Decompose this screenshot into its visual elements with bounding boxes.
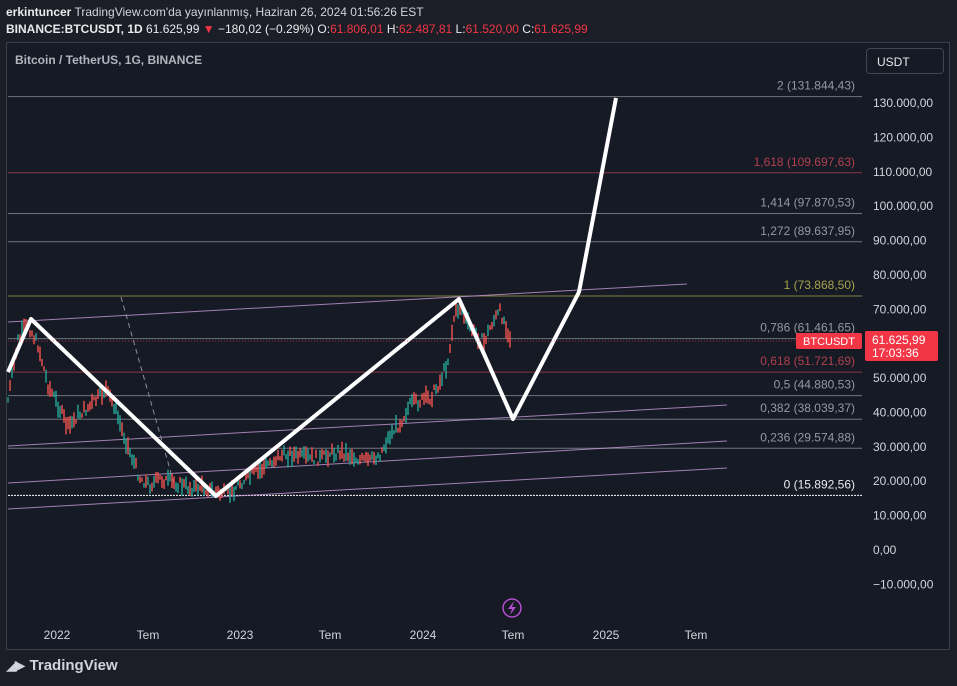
- y-tick-label: 110.000,00: [873, 165, 932, 179]
- low-value: 61.520,00: [465, 22, 519, 36]
- symbol-badge-text: BTCUSDT: [803, 336, 855, 348]
- channel-upper-line: [7, 283, 688, 323]
- y-tick-label: 70.000,00: [873, 302, 927, 316]
- fib-label-6: 0,618 (51.721,69): [760, 354, 855, 368]
- fib-label-1: 1,618 (109.697,63): [754, 155, 855, 169]
- y-tick-label: −10.000,00: [873, 577, 934, 591]
- x-tick-label: Tem: [319, 628, 342, 642]
- symbol-badge-bg: [796, 333, 862, 349]
- y-tick-label: 80.000,00: [873, 268, 927, 282]
- y-tick-label: 130.000,00: [873, 96, 933, 110]
- fib-label-10: 0 (15.892,56): [784, 477, 855, 491]
- price-change: −180,02 (−0.29%): [217, 22, 315, 36]
- fib-label-7: 0,5 (44.880,53): [774, 378, 855, 392]
- tradingview-logo-icon: ◢▶: [6, 657, 25, 673]
- fib-label-0: 2 (131.844,43): [777, 79, 855, 93]
- y-tick-label: 50.000,00: [873, 371, 927, 385]
- low-label: L:: [455, 22, 466, 36]
- open-label: O:: [317, 22, 331, 36]
- chart-symbol-title: Bitcoin / TetherUS, 1G, BINANCE: [15, 53, 203, 67]
- publish-date: TradingView.com'da yayınlanmış, Haziran …: [74, 5, 424, 19]
- y-tick-label: 0,00: [873, 543, 897, 557]
- high-label: H:: [386, 22, 399, 36]
- fib-label-3: 1,272 (89.637,95): [760, 224, 855, 238]
- y-tick-label: 90.000,00: [873, 234, 927, 248]
- price-badge-bg: [865, 331, 938, 361]
- fib-label-2: 1,414 (97.870,53): [760, 195, 855, 209]
- author-name[interactable]: erkintuncer: [6, 5, 72, 19]
- last-price: 61.625,99: [146, 22, 200, 36]
- y-tick-label: 40.000,00: [873, 405, 927, 419]
- footer-brand[interactable]: ◢▶ TradingView: [6, 657, 118, 674]
- fib-label-4: 1 (73.868,50): [784, 278, 855, 292]
- y-tick-label: 10.000,00: [873, 509, 927, 523]
- x-tick-label: 2023: [227, 628, 254, 642]
- x-tick-label: 2025: [593, 628, 620, 642]
- fib-lines: [8, 96, 862, 496]
- y-tick-label: 100.000,00: [873, 199, 933, 213]
- currency-selector[interactable]: USDT: [866, 48, 944, 74]
- channel-lines: [7, 283, 728, 510]
- fib-label-9: 0,236 (29.574,88): [760, 430, 855, 444]
- symbol-label: BINANCE:BTCUSDT, 1D: [6, 22, 143, 36]
- chart-frame[interactable]: [6, 42, 950, 650]
- fib-label-5: 0,786 (61.461,65): [760, 321, 855, 335]
- open-value: 61.806,01: [330, 22, 384, 36]
- x-tick-label: Tem: [685, 628, 708, 642]
- channel-bottom-line: [7, 467, 728, 510]
- price-axis[interactable]: 130.000,00 120.000,00 110.000,00 100.000,00…: [873, 96, 934, 591]
- x-tick-label: 2024: [410, 628, 437, 642]
- dashed-trend-line: [120, 296, 176, 488]
- x-tick-label: Tem: [502, 628, 525, 642]
- high-value: 62.487,81: [398, 22, 453, 36]
- publish-info: erkintuncer TradingView.com'da yayınlanm…: [6, 4, 588, 21]
- fib-label-8: 0,382 (38.039,37): [760, 401, 855, 415]
- projection-zigzag: [6, 97, 618, 498]
- chart-header: erkintuncer TradingView.com'da yayınlanm…: [6, 4, 588, 38]
- y-tick-label: 20.000,00: [873, 474, 927, 488]
- time-axis[interactable]: 2022 Tem 2023 Tem 2024 Tem 2025 Tem: [44, 628, 708, 642]
- lightning-icon[interactable]: [502, 598, 522, 618]
- y-tick-label: 30.000,00: [873, 440, 927, 454]
- down-arrow-icon: ▼: [202, 22, 215, 36]
- close-label: C:: [522, 22, 535, 36]
- ohlc-row: BINANCE:BTCUSDT, 1D 61.625,99 ▼ −180,02 …: [6, 21, 588, 38]
- x-tick-label: Tem: [137, 628, 160, 642]
- y-tick-label: 120.000,00: [873, 130, 933, 144]
- close-value: 61.625,99: [534, 22, 588, 36]
- brand-name: TradingView: [29, 657, 118, 674]
- price-badge-text: 61.625,99: [872, 333, 926, 347]
- fib-labels: 2 (131.844,43) 1,618 (109.697,63) 1,414 (9…: [754, 79, 855, 492]
- price-candles: [7, 298, 511, 503]
- price-badge: BTCUSDT 61.625,99 17:03:36: [796, 331, 938, 361]
- x-tick-label: 2022: [44, 628, 71, 642]
- countdown-text: 17:03:36: [872, 346, 919, 360]
